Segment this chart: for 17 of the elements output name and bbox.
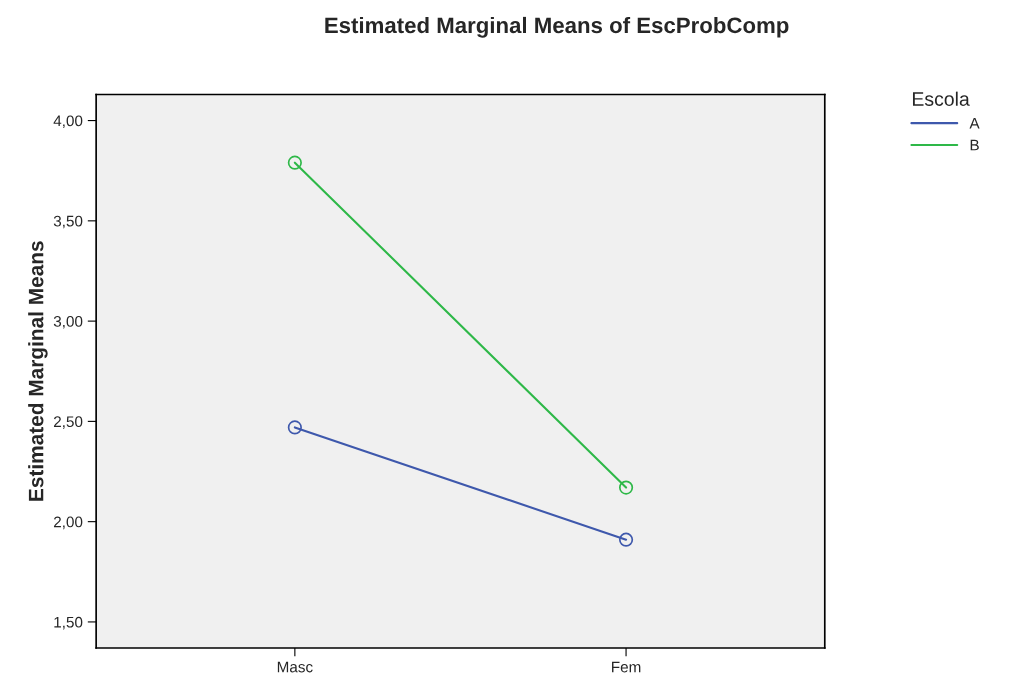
chart-title: Estimated Marginal Means of EscProbComp [325, 16, 789, 38]
y-tick-label: 3,50 [53, 215, 83, 229]
point [618, 480, 634, 495]
point [618, 532, 634, 547]
x-tick-label: Masc [277, 661, 313, 673]
y-tick-label: 2,00 [53, 516, 83, 530]
x-tick-label: Fem [612, 661, 641, 673]
legend-label: A [969, 117, 980, 129]
legend-label: B [970, 139, 979, 151]
y-tick-label: 4,00 [53, 115, 83, 129]
legend-title: Escola [912, 91, 970, 106]
point [287, 155, 302, 170]
point [287, 420, 302, 435]
y-tick-label: 3,00 [53, 315, 83, 329]
y-tick-label: 2,50 [53, 416, 83, 429]
y-tick-label: 1,50 [54, 616, 83, 630]
y-axis-title: Estimated Marginal Means [28, 241, 48, 501]
